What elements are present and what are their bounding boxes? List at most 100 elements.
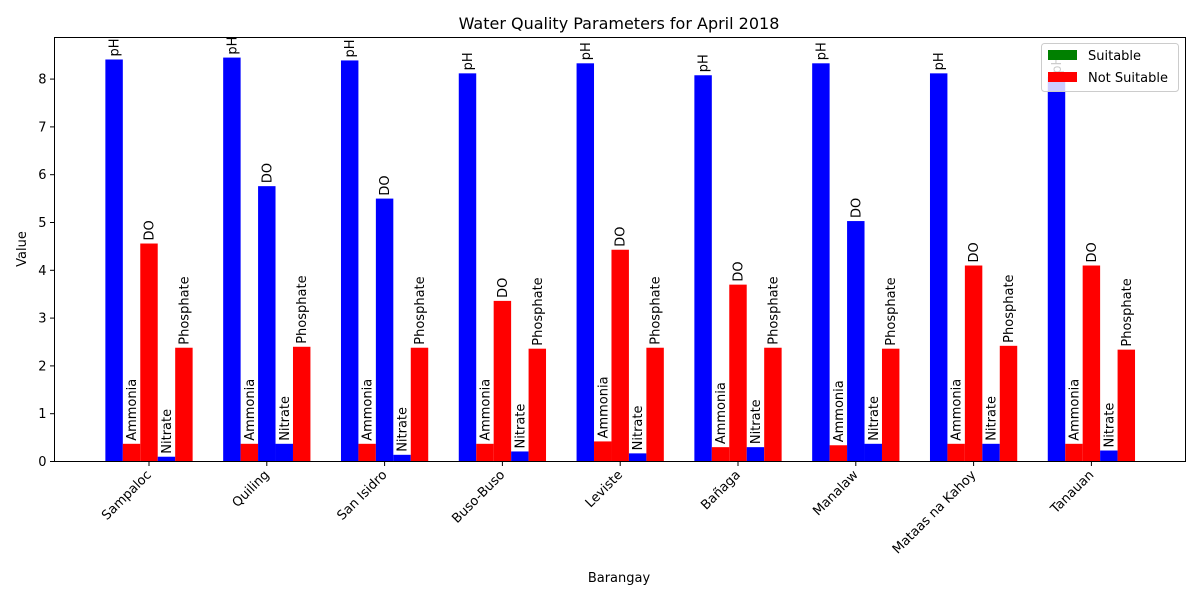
bar-label-banaga-do: DO xyxy=(732,261,747,281)
x-tick-label-leviste: Leviste xyxy=(583,468,626,511)
bar-label-san-isidro-ph: pH xyxy=(343,39,358,57)
bar-san-isidro-nitrate xyxy=(393,454,411,462)
bar-quiling-do xyxy=(258,186,276,462)
bar-label-san-isidro-ammonia: Ammonia xyxy=(361,379,376,441)
bar-quiling-phosphate xyxy=(292,346,311,462)
bar-label-leviste-phosphate: Phosphate xyxy=(649,276,664,344)
bar-quiling-ph xyxy=(223,57,241,462)
bar-tanauan-ph xyxy=(1047,76,1066,462)
bar-label-leviste-ammonia: Ammonia xyxy=(596,376,611,438)
x-tick-label-sampaloc: Sampaloc xyxy=(99,468,155,524)
bar-tanauan-ammonia xyxy=(1065,443,1083,462)
bar-label-mataas-na-kahoy-nitrate: Nitrate xyxy=(985,396,1000,441)
bar-san-isidro-phosphate xyxy=(410,347,429,462)
bar-sampaloc-nitrate xyxy=(157,456,176,462)
bar-label-sampaloc-ammonia: Ammonia xyxy=(125,379,140,441)
legend: Suitable Not Suitable xyxy=(1041,43,1179,92)
bar-label-sampaloc-nitrate: Nitrate xyxy=(160,409,175,454)
bar-mataas-na-kahoy-nitrate xyxy=(982,443,1000,462)
bar-banaga-phosphate xyxy=(764,347,782,462)
bar-banaga-do xyxy=(729,284,747,462)
legend-label-not-suitable: Not Suitable xyxy=(1088,71,1168,86)
y-tick-label-1: 1 xyxy=(38,407,46,422)
bar-label-leviste-nitrate: Nitrate xyxy=(631,406,646,451)
bar-label-banaga-nitrate: Nitrate xyxy=(749,399,764,444)
bar-san-isidro-ph xyxy=(340,60,359,462)
bar-label-leviste-ph: pH xyxy=(579,42,594,60)
bar-sampaloc-ph xyxy=(105,59,123,462)
y-tick-label-7: 7 xyxy=(38,120,46,135)
x-tick-label-buso-buso: Buso-Buso xyxy=(449,468,508,527)
bar-leviste-do xyxy=(611,249,629,462)
y-tick-label-2: 2 xyxy=(38,359,46,374)
x-tick-label-manalaw: Manalaw xyxy=(810,467,862,519)
bar-manalaw-phosphate xyxy=(881,348,900,462)
bar-buso-buso-phosphate xyxy=(528,348,547,462)
bar-banaga-ammonia xyxy=(711,447,730,462)
y-tick-label-5: 5 xyxy=(38,216,46,231)
bar-label-manalaw-nitrate: Nitrate xyxy=(867,396,882,441)
x-tick-label-tanauan: Tanauan xyxy=(1047,468,1097,518)
bar-label-manalaw-phosphate: Phosphate xyxy=(884,277,899,345)
bar-label-tanauan-phosphate: Phosphate xyxy=(1120,278,1135,346)
bar-buso-buso-ammonia xyxy=(476,443,494,462)
bar-label-buso-buso-ammonia: Ammonia xyxy=(478,379,493,441)
bar-leviste-phosphate xyxy=(646,347,664,462)
bar-label-banaga-ammonia: Ammonia xyxy=(714,382,729,444)
bar-label-manalaw-ph: pH xyxy=(814,42,829,60)
bar-label-manalaw-do: DO xyxy=(849,198,864,218)
bar-label-banaga-phosphate: Phosphate xyxy=(766,276,781,344)
y-axis: 0 1 2 3 4 5 6 7 8 xyxy=(38,73,55,470)
bar-manalaw-do xyxy=(847,221,865,462)
y-tick-label-6: 6 xyxy=(38,168,46,183)
bar-sampaloc-ammonia xyxy=(122,443,141,462)
x-axis: Sampaloc Quiling San Isidro Buso-Buso Levist… xyxy=(99,461,1097,558)
bar-manalaw-ammonia xyxy=(829,445,848,462)
bar-mataas-na-kahoy-ammonia xyxy=(947,443,965,462)
bar-label-quiling-do: DO xyxy=(260,163,275,183)
bar-banaga-ph xyxy=(694,75,712,462)
bar-label-sampaloc-ph: pH xyxy=(108,38,123,56)
bars-group xyxy=(105,57,1136,462)
bar-sampaloc-phosphate xyxy=(175,347,193,462)
bar-label-banaga-ph: pH xyxy=(697,54,712,72)
bar-labels-group: pH Ammonia DO Nitrate Phosphate pH Ammonia DO Ni… xyxy=(108,37,1135,454)
bar-label-quiling-ammonia: Ammonia xyxy=(243,379,258,441)
bar-label-manalaw-ammonia: Ammonia xyxy=(832,380,847,442)
x-tick-label-banaga: Bañaga xyxy=(698,468,743,513)
bar-leviste-nitrate xyxy=(628,453,647,462)
y-axis-label: Value xyxy=(15,231,30,267)
bar-quiling-ammonia xyxy=(240,443,259,462)
bar-label-sampaloc-phosphate: Phosphate xyxy=(177,276,192,344)
bar-banaga-nitrate xyxy=(746,447,765,462)
y-tick-label-0: 0 xyxy=(38,455,46,470)
bar-buso-buso-nitrate xyxy=(511,451,529,462)
x-axis-label: Barangay xyxy=(588,571,651,586)
bar-san-isidro-do xyxy=(375,198,394,462)
bar-label-buso-buso-ph: pH xyxy=(461,52,476,70)
bar-label-mataas-na-kahoy-do: DO xyxy=(967,242,982,262)
x-tick-label-san-isidro: San Isidro xyxy=(335,468,391,524)
x-tick-label-quiling: Quiling xyxy=(230,468,273,511)
legend-swatch-not-suitable xyxy=(1048,72,1077,82)
bar-label-quiling-phosphate: Phosphate xyxy=(295,275,310,343)
bar-label-buso-buso-phosphate: Phosphate xyxy=(531,277,546,345)
bar-label-san-isidro-do: DO xyxy=(378,175,393,195)
y-tick-label-8: 8 xyxy=(38,73,46,88)
bar-quiling-nitrate xyxy=(275,443,293,462)
bar-label-mataas-na-kahoy-phosphate: Phosphate xyxy=(1002,274,1017,342)
legend-label-suitable: Suitable xyxy=(1088,49,1141,64)
bar-leviste-ph xyxy=(576,63,595,462)
bar-tanauan-nitrate xyxy=(1100,450,1118,462)
bar-label-mataas-na-kahoy-ph: pH xyxy=(932,52,947,70)
bar-tanauan-do xyxy=(1082,265,1101,462)
bar-san-isidro-ammonia xyxy=(358,443,376,462)
bar-label-buso-buso-nitrate: Nitrate xyxy=(513,404,528,449)
bar-mataas-na-kahoy-ph xyxy=(929,73,948,462)
chart-title: Water Quality Parameters for April 2018 xyxy=(459,14,780,33)
bar-buso-buso-do xyxy=(493,300,512,462)
x-tick-label-mataas-na-kahoy: Mataas na Kahoy xyxy=(890,468,980,558)
bar-label-sampaloc-do: DO xyxy=(143,220,158,240)
bar-buso-buso-ph xyxy=(458,73,477,462)
